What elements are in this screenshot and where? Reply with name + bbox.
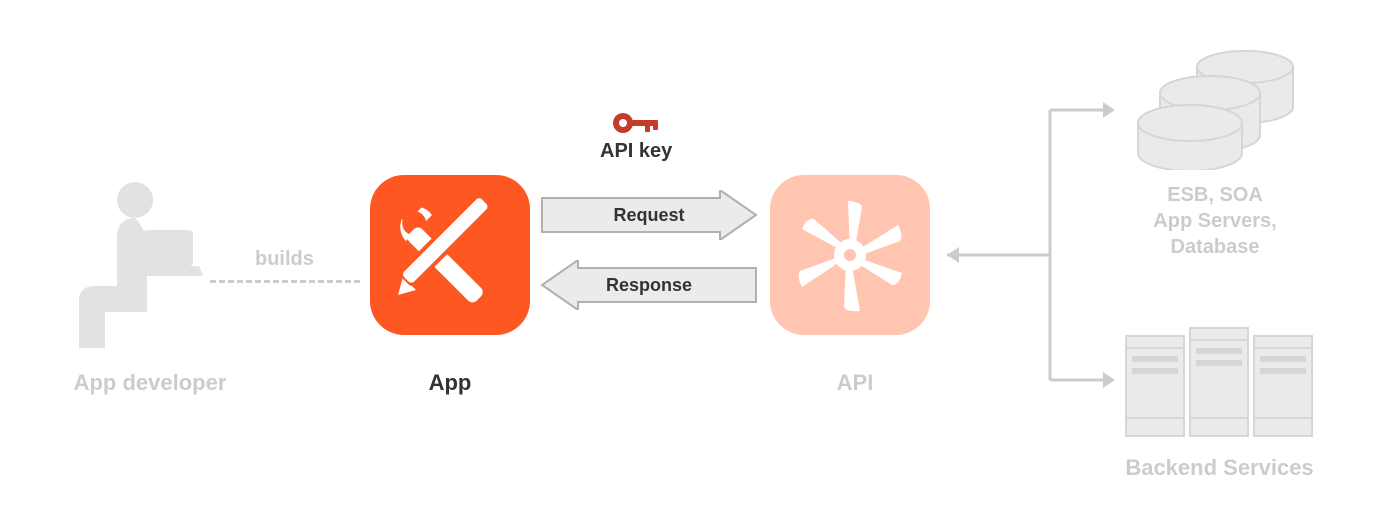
backend-db-line1: ESB, SOA xyxy=(1115,182,1315,208)
response-arrow: Response xyxy=(540,260,758,310)
app-developer-label: App developer xyxy=(55,370,245,396)
key-icon xyxy=(611,108,661,138)
developer-icon xyxy=(75,178,205,358)
builds-connector xyxy=(210,280,360,283)
app-developer-node xyxy=(75,178,205,358)
request-label: Request xyxy=(613,205,684,226)
backend-db-node xyxy=(1130,45,1300,175)
backend-services-label: Backend Services xyxy=(1112,455,1327,481)
backend-db-text: ESB, SOA App Servers, Database xyxy=(1115,182,1315,260)
servers-icon xyxy=(1120,318,1320,443)
backend-db-line3: Database xyxy=(1115,234,1315,260)
api-key-label: API key xyxy=(600,140,672,163)
api-node xyxy=(770,175,930,335)
database-stack-icon xyxy=(1130,45,1300,170)
builds-label: builds xyxy=(255,248,314,271)
app-tools-icon xyxy=(390,195,510,315)
backend-servers-node xyxy=(1120,318,1320,448)
app-label: App xyxy=(395,370,505,396)
api-label: API xyxy=(815,370,895,396)
api-star-icon xyxy=(790,195,910,315)
request-arrow: Request xyxy=(540,190,758,240)
app-node xyxy=(370,175,530,335)
backend-connector xyxy=(935,70,1120,410)
response-label: Response xyxy=(606,275,692,296)
backend-db-line2: App Servers, xyxy=(1115,208,1315,234)
api-key-node: API key xyxy=(600,108,672,163)
